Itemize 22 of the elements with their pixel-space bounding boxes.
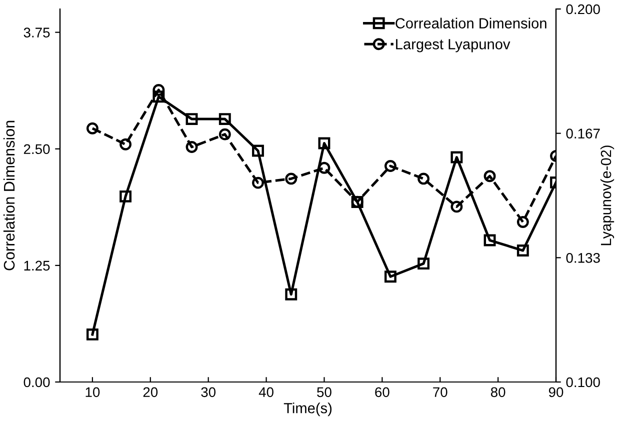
y2-tick-label: 0.133 [566, 253, 600, 263]
legend-label: Largest Lyapunov [396, 39, 510, 52]
x-tick-label: 90 [548, 387, 564, 398]
x-tick-label: 20 [143, 387, 158, 398]
y-tick-label: 1.25 [24, 260, 50, 271]
x-tick-label: 40 [258, 387, 274, 398]
x-axis-title: Time(s) [284, 402, 332, 416]
x-tick-label: 80 [490, 387, 506, 398]
x-tick-label: 10 [86, 387, 100, 398]
y2-tick-label: 0.200 [566, 4, 600, 14]
y2-tick-label: 0.100 [566, 377, 600, 388]
y-tick-label: 3.75 [24, 28, 50, 38]
x-tick-label: 70 [433, 387, 448, 398]
y-tick-label: 2.50 [24, 144, 50, 154]
x-tick-label: 30 [201, 387, 216, 398]
legend-label: Correalation Dimension [396, 18, 546, 28]
x-tick-label: 60 [375, 387, 390, 398]
y2-axis-title: Lyapunov(e-02) [600, 146, 614, 246]
y2-tick-label: 0.167 [566, 128, 600, 138]
y-tick-label: 0.00 [24, 377, 50, 388]
y-axis-title: Correlation Dimension [3, 120, 15, 270]
x-tick-label: 50 [317, 387, 332, 398]
